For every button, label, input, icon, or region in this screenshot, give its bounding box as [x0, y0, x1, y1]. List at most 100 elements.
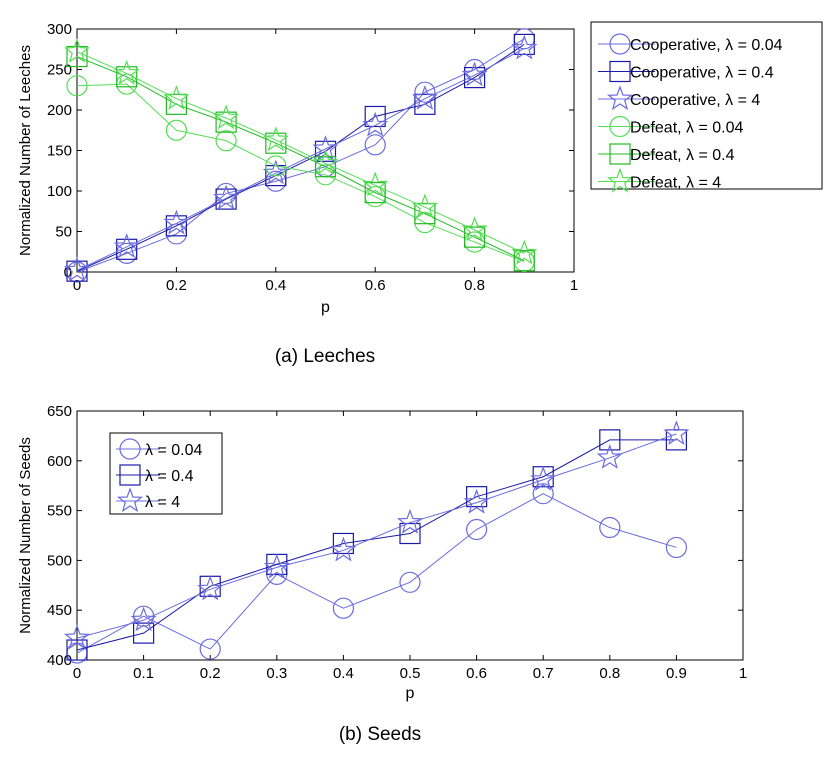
x-tick-label: 0 [73, 665, 81, 682]
data-point [411, 193, 438, 219]
legend: λ = 0.04 λ = 0.4 λ = 4 [109, 432, 223, 515]
data-point [116, 238, 138, 260]
data-point [262, 159, 289, 185]
data-point [364, 105, 386, 128]
x-tick-label: 1 [739, 665, 747, 682]
x-axis-label: p [406, 685, 415, 702]
data-point [165, 119, 187, 141]
data-point [314, 140, 337, 162]
data-point [213, 104, 240, 130]
x-tick-label: 0.8 [464, 277, 485, 294]
x-tick-label: 0.7 [533, 665, 554, 682]
data-point [466, 518, 488, 541]
data-point [165, 93, 187, 115]
legend-marker [119, 464, 141, 486]
legend-label: Cooperative, λ = 4 [630, 92, 760, 109]
data-point [332, 532, 354, 555]
legend-label: λ = 4 [145, 494, 180, 511]
y-tick-label: 0 [64, 264, 72, 281]
y-tick-label: 100 [47, 183, 72, 200]
x-tick-label: 0.2 [200, 665, 221, 682]
legend-label: Cooperative, λ = 0.4 [630, 65, 774, 82]
x-tick-label: 0.9 [666, 665, 687, 682]
data-point [461, 216, 488, 241]
y-tick-label: 450 [47, 602, 72, 619]
data-point [265, 155, 287, 177]
data-point [362, 171, 389, 197]
data-point [133, 622, 155, 644]
y-tick-label: 50 [55, 224, 72, 241]
data-point [113, 233, 140, 258]
data-point [63, 37, 91, 63]
data-point [665, 536, 688, 559]
data-point [464, 66, 486, 89]
series-line [76, 439, 677, 651]
legend-label: λ = 0.4 [145, 468, 194, 485]
data-point [396, 508, 424, 534]
data-point [63, 256, 91, 282]
legend-marker [606, 85, 634, 111]
x-tick-label: 1 [570, 277, 578, 294]
data-point [599, 516, 621, 539]
legend-marker [609, 115, 631, 138]
data-point [262, 126, 289, 152]
data-point [399, 571, 421, 593]
data-point [197, 575, 224, 601]
y-tick-label: 150 [47, 143, 72, 160]
data-point [414, 81, 436, 103]
data-point [530, 465, 557, 491]
data-point [312, 149, 339, 175]
y-axis-label: Normalized Number of Leeches [17, 45, 34, 256]
data-point [599, 429, 621, 451]
legend-label: Defeat, λ = 0.04 [630, 120, 744, 137]
data-point [312, 135, 339, 160]
data-point [513, 250, 535, 272]
series-4 [66, 45, 535, 272]
series-5 [63, 37, 538, 265]
data-point [66, 260, 88, 282]
data-point [364, 134, 386, 156]
legend-marker [609, 60, 631, 83]
legend-label: Defeat, λ = 4 [630, 175, 721, 192]
series-line [76, 433, 677, 639]
series-line [76, 83, 525, 262]
y-tick-label: 250 [47, 62, 72, 79]
legend-label: Cooperative, λ = 0.04 [630, 37, 783, 54]
data-point [461, 61, 488, 87]
x-tick-label: 0.5 [400, 665, 421, 682]
legend-marker [119, 438, 141, 460]
data-point [663, 420, 690, 445]
legend-label: λ = 0.04 [145, 442, 202, 459]
legend-label: Defeat, λ = 0.4 [630, 147, 735, 164]
series-2 [63, 420, 690, 650]
x-tick-label: 0.4 [333, 665, 354, 682]
x-tick-label: 0.4 [265, 277, 286, 294]
data-point [265, 132, 287, 154]
data-point [511, 34, 538, 60]
chart-caption: (b) Seeds [339, 724, 421, 745]
x-axis-label: p [321, 299, 330, 316]
data-point [263, 553, 290, 579]
series-line [76, 38, 525, 273]
legend-marker [609, 33, 631, 55]
series-line [76, 493, 677, 654]
series-2 [63, 34, 538, 282]
data-point [364, 182, 386, 204]
data-point [199, 638, 221, 660]
y-tick-label: 200 [47, 102, 72, 119]
data-point [215, 130, 237, 152]
chart-1: 0 0.1 0.2 0.3 0.4 0.5 0.6 0.7 0.8 0.9 1 400 450 500 55… [17, 403, 747, 745]
data-point [414, 203, 436, 225]
legend-marker [606, 167, 634, 193]
data-point [399, 522, 421, 545]
data-point [411, 84, 438, 110]
data-point [362, 111, 389, 137]
x-tick-label: 0.6 [365, 277, 386, 294]
x-tick-label: 0.6 [466, 665, 487, 682]
series-line [76, 43, 525, 272]
y-tick-label: 300 [47, 21, 72, 38]
data-point [215, 188, 237, 210]
data-point [314, 156, 337, 178]
data-point [213, 184, 240, 210]
data-point [163, 84, 190, 110]
